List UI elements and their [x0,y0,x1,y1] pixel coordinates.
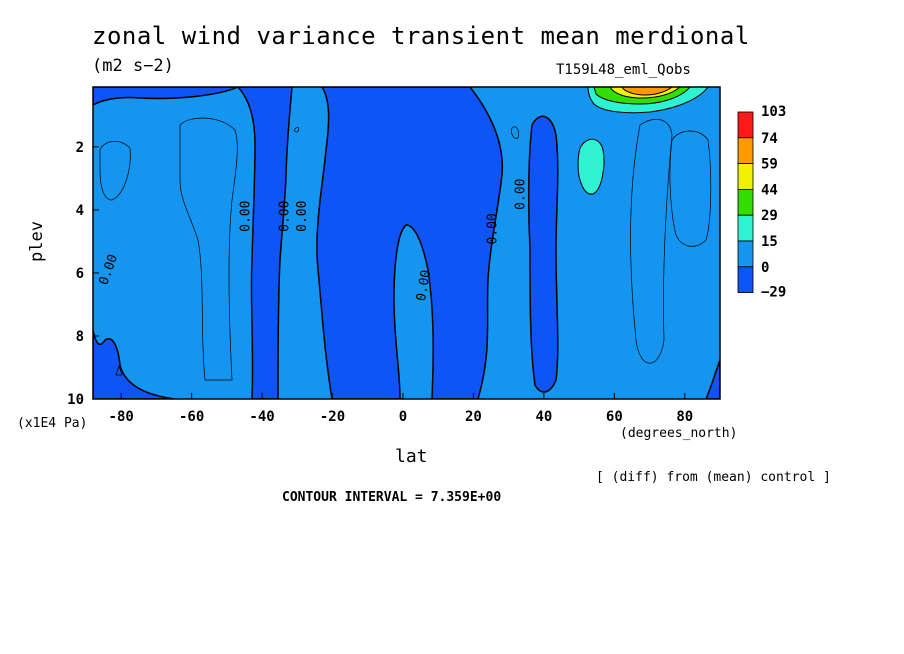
contour-label: 0.00 [513,178,528,209]
y-tick-label: 8 [76,329,84,345]
field-neg-north-pole [705,359,720,399]
contour-line [511,126,519,139]
contour-label: 0.00 [295,201,310,232]
contour-line [115,364,123,376]
colorbar-swatch [737,111,754,139]
y-axis-ticks: 2 4 6 8 10 [67,140,99,408]
colorbar-swatch [737,163,754,190]
thin-contours [99,117,712,381]
y-axis-units: (x1E4 Pa) [17,416,88,431]
x-tick-label: -60 [179,409,204,425]
colorbar: 103 74 59 44 29 15 0 −29 [737,104,786,300]
contour-interval: CONTOUR INTERVAL = 7.359E+00 [282,490,502,505]
contour-label: 0.00 [414,269,434,302]
contour-label: 0.00 [485,213,500,244]
colorbar-swatch [737,188,754,216]
y-tick-label: 10 [67,392,84,408]
colorbar-label: 103 [761,104,786,120]
contour-line [630,118,673,364]
x-tick-label: 20 [465,409,482,425]
x-tick-label: 60 [606,409,623,425]
x-axis-label: lat [395,446,428,467]
field-neg-south-lower [93,329,176,399]
y-tick-label: 2 [76,140,84,156]
colorbar-label: 44 [761,182,778,198]
contour-line [294,127,300,133]
colorbar-swatch [737,137,754,165]
contour-line [669,130,712,247]
contour-line [99,141,131,201]
contour-line [179,117,238,381]
field-jet-59 [621,87,673,96]
colorbar-label: 59 [761,157,778,173]
field-15-to-29 [577,138,605,195]
y-tick-label: 4 [76,203,84,219]
x-axis-ticks: -80 -60 -40 -20 0 20 40 60 80 [109,393,693,425]
colorbar-swatch [737,240,754,268]
field-neg-north-tube [527,115,559,393]
colorbar-swatch [737,214,754,242]
chart-title: zonal wind variance transient mean merdi… [92,22,750,50]
x-axis-units: (degrees_north) [620,426,738,441]
chart-units: (m2 s−2) [92,56,174,76]
contour-label: 0.00 [239,201,254,232]
contour-fields [93,87,720,399]
field-neg-antarctic [93,87,239,106]
field-neg-band-central [316,87,504,399]
run-label: T159L48_eml_Qobs [556,62,691,78]
colorbar-label: 29 [761,208,778,224]
contour-labels: 0.000.00 0.00 0.000.000.000.00 [96,178,528,302]
x-tick-label: 0 [399,409,407,425]
x-tick-label: 40 [535,409,552,425]
plot-frame [92,86,721,400]
y-tick-label: 6 [76,266,84,282]
x-tick-label: -20 [320,409,345,425]
x-tick-label: 80 [676,409,693,425]
colorbar-label: 15 [761,234,778,250]
x-tick-label: -40 [249,409,274,425]
colorbar-swatch [737,266,754,293]
diff-note: [ (diff) from (mean) control ] [596,470,831,485]
colorbar-label: −29 [761,284,786,300]
colorbar-label: 74 [761,131,778,147]
x-tick-label: -80 [109,409,134,425]
contour-label: 0.00 [277,201,292,232]
colorbar-label: 0 [761,260,769,276]
